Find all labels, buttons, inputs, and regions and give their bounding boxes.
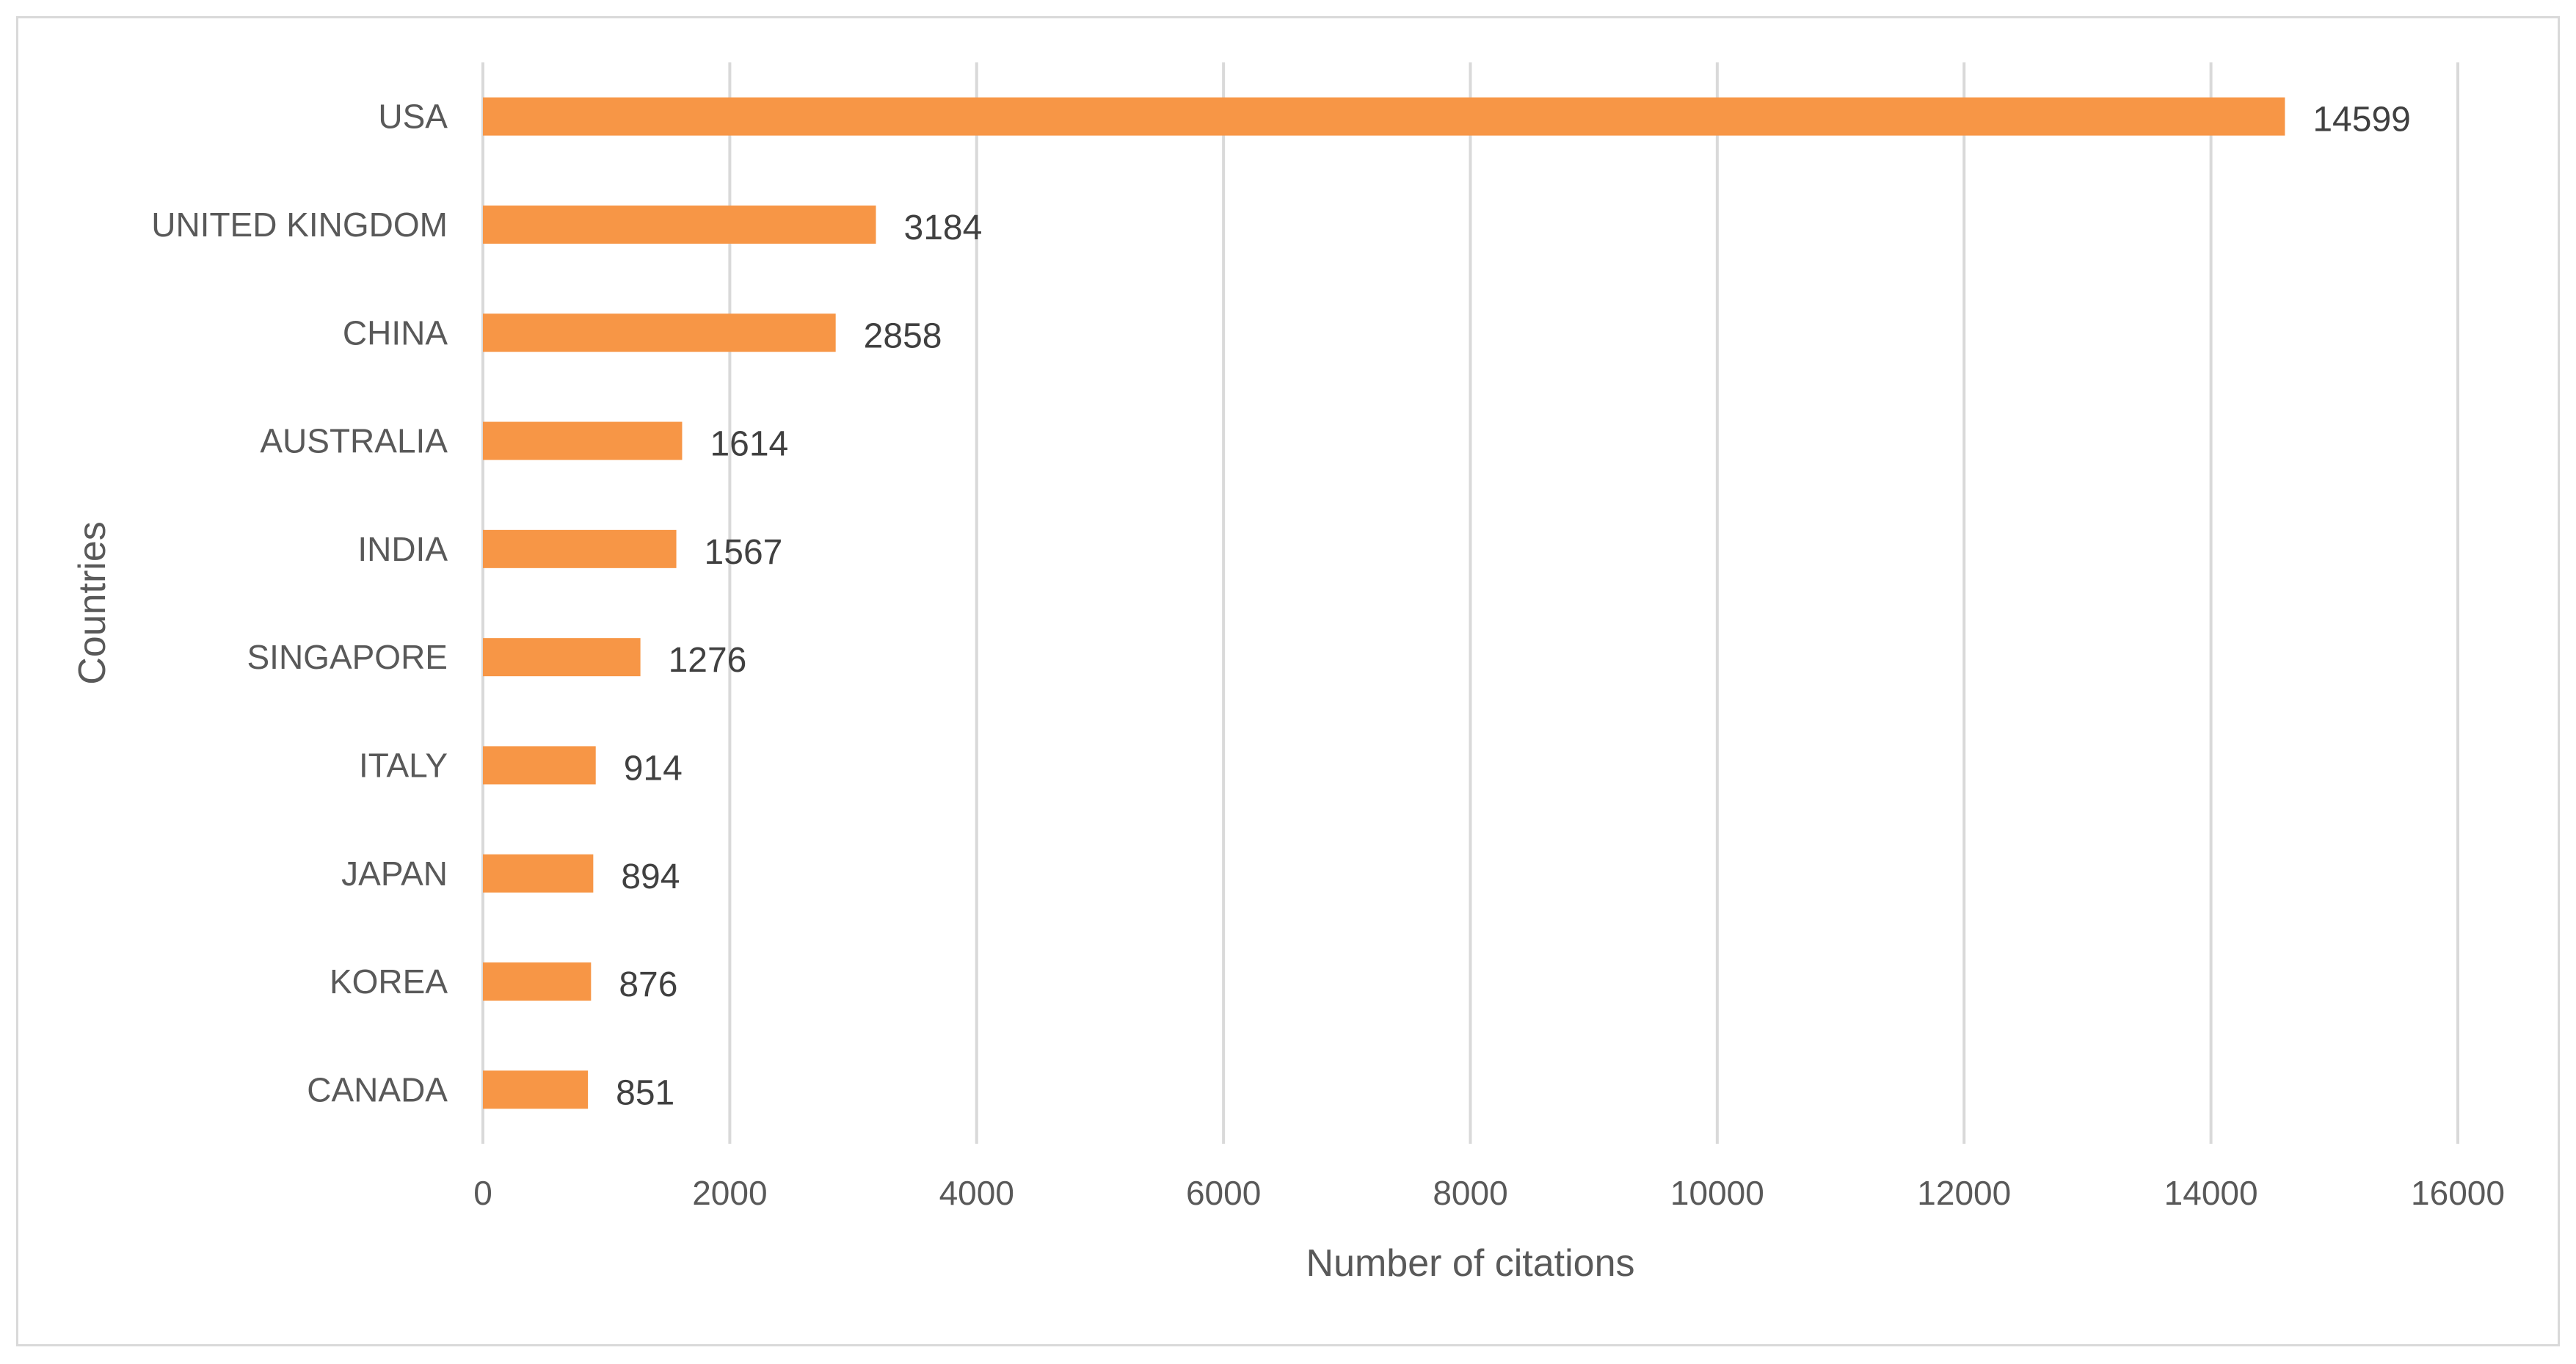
bars [483, 97, 2285, 1109]
data-label: 1567 [705, 533, 783, 572]
x-tick-label: 12000 [1917, 1174, 2011, 1212]
data-labels: 14599 3184 2858 1614 1567 1276 914 894 876 851 [616, 101, 2411, 1113]
x-tick-label: 8000 [1433, 1174, 1507, 1212]
category-label: JAPAN [341, 855, 448, 893]
bar [483, 97, 2285, 136]
category-label: CANADA [307, 1070, 448, 1109]
gridlines [728, 62, 2459, 1144]
data-label: 876 [619, 965, 677, 1004]
data-label: 3184 [904, 208, 983, 247]
bar [483, 962, 592, 1001]
bar [483, 854, 594, 893]
category-label: KOREA [330, 962, 448, 1001]
data-label: 1614 [710, 425, 788, 464]
x-axis-title: Number of citations [1306, 1242, 1635, 1285]
category-label: CHINA [343, 313, 448, 352]
data-label: 851 [616, 1073, 674, 1112]
x-tick-label: 6000 [1186, 1174, 1261, 1212]
bar [483, 529, 677, 568]
y-axis-title: Countries [71, 521, 114, 685]
x-tick-label: 16000 [2411, 1174, 2505, 1212]
category-label: UNITED KINGDOM [151, 206, 448, 244]
x-tick-label: 2000 [692, 1174, 767, 1212]
data-label: 914 [624, 749, 683, 788]
bar [483, 205, 876, 244]
bar [483, 421, 683, 460]
category-label: AUSTRALIA [260, 422, 448, 460]
category-label: USA [378, 98, 448, 136]
x-tick-label: 4000 [939, 1174, 1014, 1212]
category-label: INDIA [357, 530, 448, 568]
bar [483, 1070, 589, 1109]
category-label: SINGAPORE [247, 638, 448, 676]
category-labels: USA UNITED KINGDOM CHINA AUSTRALIA INDIA SING… [151, 98, 448, 1109]
x-tick-label: 0 [473, 1174, 492, 1212]
x-tick-labels: 0 2000 4000 6000 8000 10000 12000 14000 16000 [473, 1174, 2505, 1212]
chart-frame [16, 16, 2560, 1346]
bar [483, 638, 641, 677]
bar [483, 746, 596, 785]
category-label: ITALY [359, 746, 448, 784]
data-label: 14599 [2313, 101, 2410, 139]
x-tick-label: 10000 [1670, 1174, 1764, 1212]
bar [483, 313, 836, 352]
x-tick-label: 14000 [2164, 1174, 2258, 1212]
data-label: 1276 [669, 641, 747, 680]
data-label: 894 [621, 857, 680, 896]
data-label: 2858 [864, 316, 942, 355]
